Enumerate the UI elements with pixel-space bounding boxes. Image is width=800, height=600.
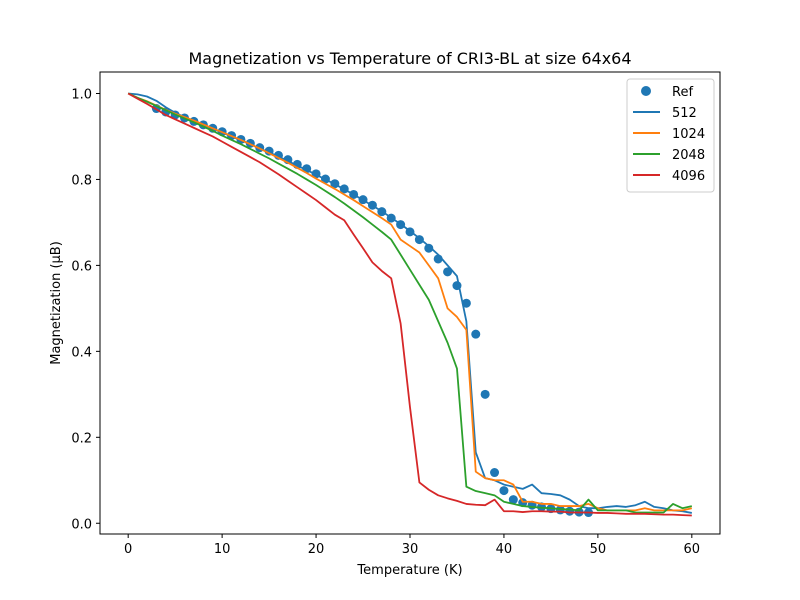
x-tick-label: 50 — [590, 542, 607, 557]
ref-point — [424, 243, 434, 253]
y-tick-label: 0.8 — [71, 173, 92, 188]
legend-box — [626, 78, 715, 193]
ref-point — [499, 486, 509, 496]
legend-label-2048: 2048 — [672, 148, 705, 163]
axes: 0 10 20 30 40 50 60 0.0 0.2 0.4 0.6 0.8 1.0 — [71, 71, 721, 557]
x-tick-label: 60 — [684, 542, 701, 557]
x-tick-label: 20 — [308, 542, 325, 557]
chart-title: Magnetization vs Temperature of CRI3-BL … — [188, 49, 631, 68]
x-tick-label: 10 — [214, 542, 231, 557]
ref-point — [490, 468, 500, 478]
ref-point — [443, 267, 453, 277]
plot-background — [100, 72, 720, 534]
x-tick-label: 0 — [124, 542, 132, 557]
ref-point — [565, 506, 575, 516]
ref-point — [508, 495, 518, 505]
legend-label-1024: 1024 — [672, 127, 705, 142]
y-tick-label: 0.0 — [71, 517, 92, 532]
plot-area — [100, 72, 720, 534]
x-tick-label: 40 — [496, 542, 513, 557]
data-layer — [127, 92, 693, 518]
series-line-1024 — [127, 92, 693, 512]
legend-label-4096: 4096 — [672, 169, 705, 184]
series-line-2048 — [127, 92, 693, 514]
legend-marker-Ref — [641, 86, 651, 96]
y-axis-label: Magnetization (μB) — [49, 241, 64, 365]
y-tick-label: 0.2 — [71, 431, 92, 446]
x-axis-label: Temperature (K) — [356, 563, 462, 578]
legend: Ref 512 1024 2048 4096 — [626, 78, 715, 193]
x-tick-label: 30 — [402, 542, 419, 557]
y-tick-label: 1.0 — [71, 87, 92, 102]
legend-label-Ref: Ref — [672, 85, 693, 100]
y-tick-label: 0.4 — [71, 345, 92, 360]
ref-point — [471, 329, 481, 339]
legend-label-512: 512 — [672, 106, 697, 121]
ref-point — [461, 298, 471, 308]
y-tick-label: 0.6 — [71, 259, 92, 274]
series-line-4096 — [127, 92, 692, 517]
ref-point — [480, 389, 490, 399]
